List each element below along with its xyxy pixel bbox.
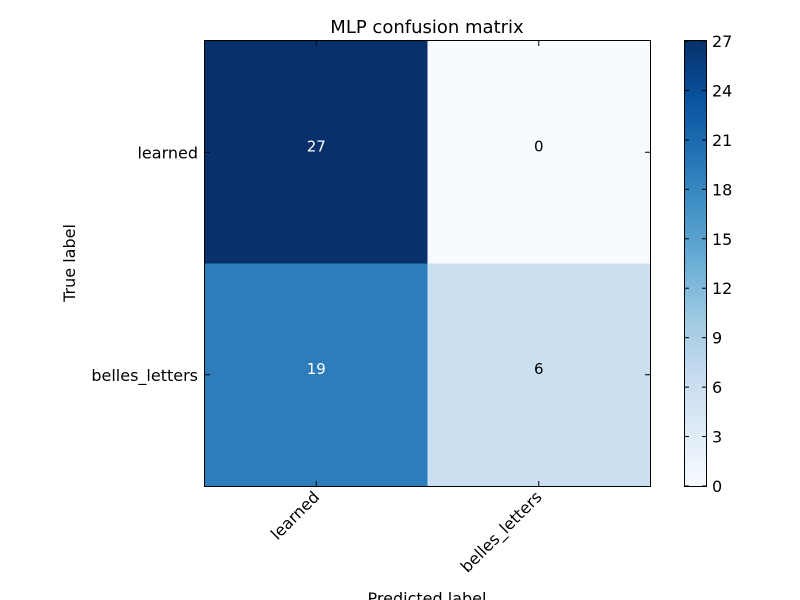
heatmap-cell bbox=[427, 263, 651, 487]
heatmap-cells bbox=[205, 41, 651, 487]
colorbar-tick-label: 27 bbox=[712, 32, 732, 51]
heatmap-cell bbox=[205, 263, 428, 487]
heatmap-cell-value: 0 bbox=[534, 137, 544, 155]
colorbar-tick-label: 15 bbox=[712, 230, 732, 249]
colorbar-ticks: 0 3 6 9 12 15 18 21 24 27 bbox=[685, 32, 732, 496]
chart-title: MLP confusion matrix bbox=[330, 17, 524, 38]
x-axis-label: Predicted label bbox=[368, 589, 487, 600]
x-tick-label: belles_letters bbox=[457, 487, 547, 577]
colorbar-tick-label: 6 bbox=[712, 378, 722, 397]
colorbar-tick-label: 12 bbox=[712, 279, 732, 298]
heatmap-cell bbox=[205, 41, 428, 264]
heatmap-cell-value: 6 bbox=[534, 360, 544, 378]
heatmap-cell-labels: 27 0 19 6 bbox=[307, 137, 544, 378]
y-tick-label: learned bbox=[137, 143, 198, 162]
x-tick-label: learned bbox=[267, 487, 323, 543]
plot-frame bbox=[204, 40, 651, 487]
colorbar-tick-label: 24 bbox=[712, 81, 732, 100]
y-axis-label: True label bbox=[60, 224, 79, 303]
colorbar-tick-label: 21 bbox=[712, 131, 732, 150]
y-tick-label: belles_letters bbox=[91, 366, 198, 386]
colorbar-tick-label: 0 bbox=[712, 477, 722, 496]
heatmap-cell bbox=[427, 41, 651, 264]
colorbar-tick-label: 3 bbox=[712, 428, 722, 447]
colorbar-gradient bbox=[684, 40, 707, 487]
heatmap-cell-value: 27 bbox=[307, 137, 326, 155]
heatmap-cell-value: 19 bbox=[307, 360, 326, 378]
colorbar: 0 3 6 9 12 15 18 21 24 27 bbox=[684, 32, 732, 496]
colorbar-tick-label: 18 bbox=[712, 180, 732, 199]
colorbar-tick-label: 9 bbox=[712, 329, 722, 348]
